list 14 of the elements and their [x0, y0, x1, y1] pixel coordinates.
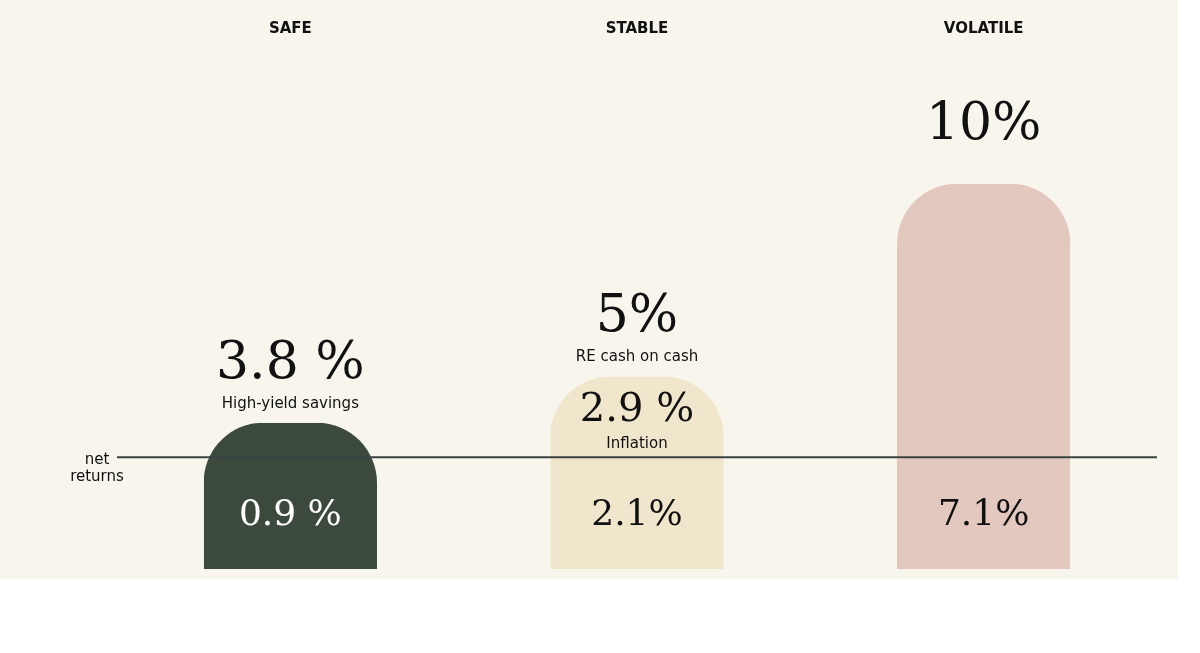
x-tick-label: STABLE	[605, 18, 669, 37]
annotation: RE cash on cash	[575, 347, 699, 366]
x-tick-label: SAFE	[268, 18, 312, 37]
annotation: 7.1%	[937, 492, 1030, 533]
annotation: High-yield savings	[221, 393, 360, 412]
annotation: net returns	[70, 450, 125, 485]
annotation: 2.1%	[591, 492, 683, 533]
annotation: 2.9 %	[579, 384, 695, 431]
data-label: 10%	[925, 90, 1042, 151]
data-label: 5%	[595, 283, 679, 344]
data-label: 3.8 %	[216, 329, 365, 390]
annotation: 0.9 %	[238, 492, 342, 533]
ref-line-label: Inflation	[606, 434, 668, 453]
x-tick-label: VOLATILE	[943, 18, 1024, 37]
